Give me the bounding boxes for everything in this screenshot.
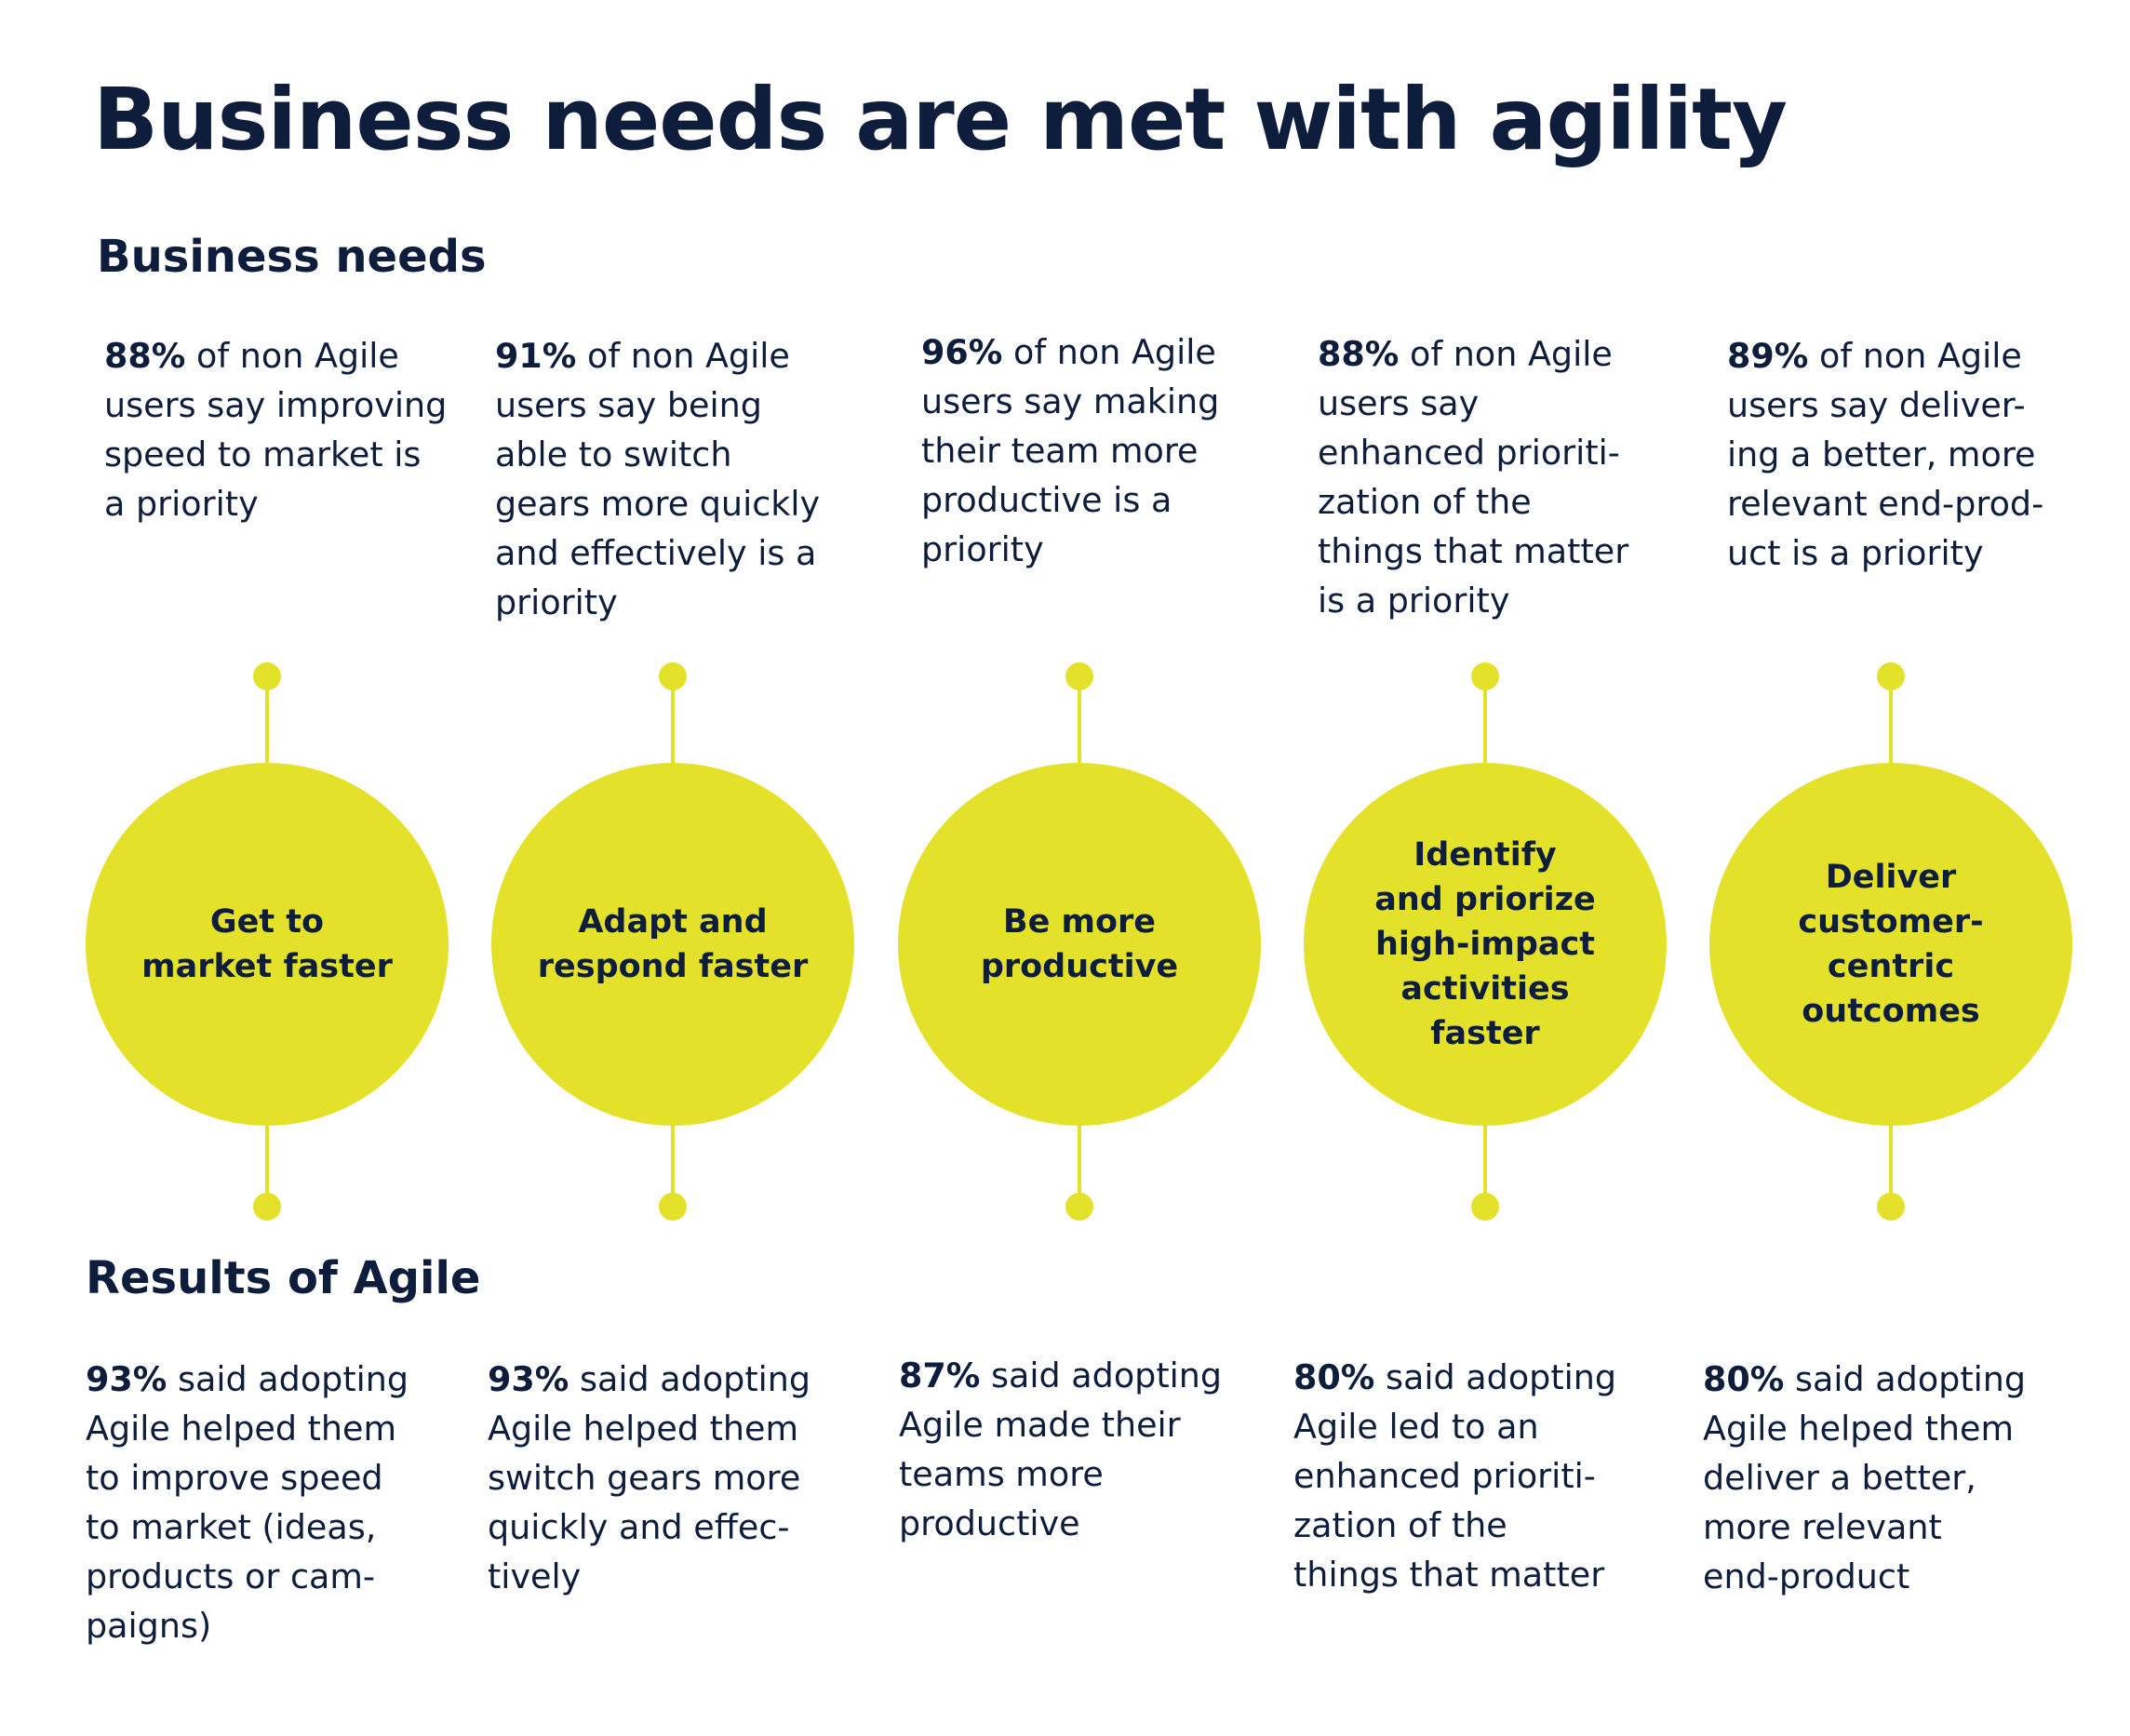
result-percent: 80% [1293,1357,1375,1397]
page-title: Business needs are met with agility [93,70,1788,169]
pillar-4: Identify and priorize high-impact activi… [1304,662,1667,1221]
pillar-2: Adapt and respond faster [491,662,854,1221]
result-text-4: 80% said adopting Agile led to an enhanc… [1293,1357,1617,1595]
connector-line [1483,688,1487,791]
need-text-1: 88% of non Agile users say improving spe… [104,336,448,524]
connector-dot [1065,1193,1093,1221]
need-text-4: 88% of non Agile users say enhanced prio… [1318,334,1629,621]
pillar-3: Be more productive [898,662,1261,1221]
need-circle-label: Be more productive [980,903,1179,985]
connector-line [265,1090,269,1197]
connector-line [265,688,269,791]
need-percent: 89% [1727,336,1809,376]
result-text-3: 87% said adopting Agile made their teams… [899,1355,1223,1543]
need-circle: Get to market faster [86,763,449,1126]
result-text-2: 93% said adopting Agile helped them swit… [488,1359,811,1596]
result-percent: 80% [1703,1359,1785,1399]
need-text-2: 91% of non Agile users say being able to… [495,336,821,622]
connector-line [1078,1090,1081,1197]
need-percent: 88% [104,336,186,376]
results-of-agile-heading: Results of Agile [86,1252,481,1304]
need-text-3: 96% of non Agile users say making their … [921,332,1220,569]
result-text-5: 80% said adopting Agile helped them deli… [1703,1359,2027,1596]
connector-dot [1877,1193,1905,1221]
connector-line [671,1090,675,1197]
connector-dot [1065,662,1093,690]
result-text-1: 93% said adopting Agile helped them to i… [86,1359,409,1646]
connector-dot [1877,662,1905,690]
result-percent: 87% [899,1355,981,1395]
connector-dot [1471,1193,1499,1221]
connector-line [1483,1090,1487,1197]
connector-line [1889,688,1893,791]
connector-line [671,688,675,791]
connector-dot [253,662,281,690]
need-circle: Deliver customer- centric outcomes [1709,763,2072,1126]
need-circle: Identify and priorize high-impact activi… [1304,763,1667,1126]
need-text-5: 89% of non Agile users say deliver- ing … [1727,336,2044,573]
result-percent: 93% [86,1359,167,1399]
connector-line [1889,1090,1893,1197]
need-percent: 91% [495,336,577,376]
need-percent: 88% [1318,334,1400,374]
pillar-5: Deliver customer- centric outcomes [1709,662,2072,1221]
connector-dot [1471,662,1499,690]
need-circle: Be more productive [898,763,1261,1126]
need-percent: 96% [921,332,1003,372]
need-circle: Adapt and respond faster [491,763,854,1126]
result-percent: 93% [488,1359,569,1399]
connector-dot [659,662,687,690]
need-circle-label: Deliver customer- centric outcomes [1798,859,1984,1030]
connector-dot [659,1193,687,1221]
connector-line [1078,688,1081,791]
need-circle-label: Adapt and respond faster [537,903,809,985]
pillar-1: Get to market faster [86,662,449,1221]
need-circle-label: Get to market faster [141,903,393,985]
business-needs-heading: Business needs [97,231,487,283]
connector-dot [253,1193,281,1221]
need-circle-label: Identify and priorize high-impact activi… [1374,836,1596,1052]
